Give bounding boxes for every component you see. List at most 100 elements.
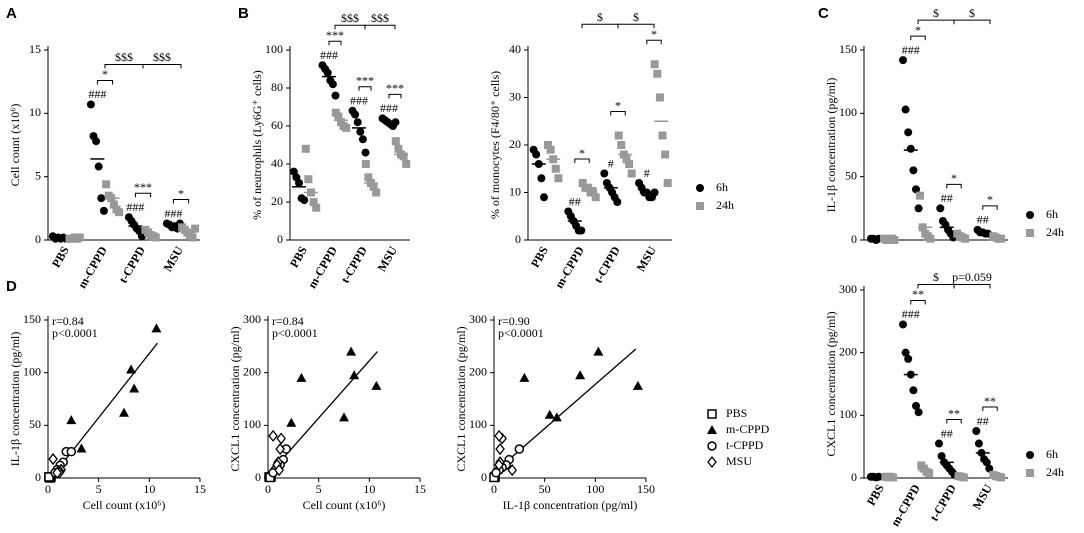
y-tick-label: 15 [29, 42, 41, 56]
legend-label: t-CPPD [726, 438, 764, 452]
y-tick-label: 0 [277, 232, 283, 246]
bracket [946, 183, 962, 189]
point [650, 60, 659, 69]
point [982, 458, 991, 467]
bracket-label: * [651, 27, 657, 41]
point [575, 370, 586, 380]
point [300, 196, 309, 205]
point [554, 174, 563, 183]
y-axis-label: % of monocytes (F4/80⁺ cells) [488, 71, 502, 219]
significance-mark: ## [941, 426, 953, 440]
y-tick-label: 5 [35, 168, 41, 182]
point [126, 364, 137, 374]
x-tick-label: MSU [375, 244, 401, 274]
y-axis-label: CXCL1 concentration (pg/ml) [228, 326, 242, 471]
bracket-label: $ [969, 6, 975, 20]
x-tick-label: t-CPPD [116, 244, 148, 286]
y-tick-label: 10 [29, 105, 41, 119]
x-tick-label: PBS [528, 244, 551, 270]
point [551, 412, 562, 422]
y-tick-label: 20 [509, 137, 521, 151]
point [339, 412, 349, 422]
x-tick-label: 15 [194, 482, 206, 496]
bracket [142, 63, 182, 69]
y-tick-label: 100 [839, 407, 857, 421]
point [974, 439, 983, 448]
point [661, 150, 670, 159]
point [540, 193, 548, 202]
point [617, 141, 626, 149]
x-axis-label: IL-1β concentration (pg/ml) [503, 498, 638, 512]
point [904, 128, 913, 137]
point [899, 56, 907, 65]
point [890, 236, 899, 244]
point [494, 429, 504, 442]
legend-label: 24h [1046, 465, 1064, 479]
y-tick-label: 100 [839, 105, 857, 119]
bracket [134, 192, 152, 198]
point [909, 386, 918, 395]
legend-label: m-CPPD [726, 422, 770, 436]
point [589, 188, 598, 197]
significance-mark: ### [902, 43, 920, 57]
panel-letter: B [238, 5, 249, 22]
y-tick-label: 80 [271, 80, 283, 94]
y-tick-label: 0 [515, 232, 521, 246]
bracket [953, 19, 991, 25]
x-tick-label: 10 [363, 482, 375, 496]
x-tick-label: t-CPPD [927, 482, 959, 524]
x-tick-label: m-CPPD [305, 244, 340, 291]
point [99, 206, 108, 215]
legend-marker [707, 409, 717, 419]
bracket-label: $$$ [115, 50, 133, 64]
point [353, 118, 362, 127]
point [361, 148, 370, 157]
legend-label: 6h [716, 180, 728, 194]
point [399, 152, 408, 161]
bracket-label: * [951, 171, 957, 185]
bracket [328, 40, 342, 46]
y-tick-label: 30 [509, 89, 521, 103]
legend-label: 24h [1046, 225, 1064, 239]
bracket-label: ** [984, 394, 996, 408]
bracket-label: ** [948, 406, 960, 420]
point [328, 80, 337, 89]
bracket [581, 23, 619, 29]
point [334, 112, 343, 121]
y-tick-label: 0 [35, 470, 41, 484]
point [914, 204, 923, 213]
point [48, 452, 58, 466]
point [304, 175, 313, 184]
bracket-label: * [579, 146, 585, 160]
point [507, 464, 518, 477]
point [972, 427, 981, 435]
point [514, 444, 525, 454]
point [371, 380, 382, 390]
bracket-label: * [987, 193, 993, 207]
stat-label: p<0.0001 [498, 326, 544, 340]
y-axis-label: CXCL1 concentration (pg/ml) [824, 311, 838, 456]
point [361, 160, 370, 168]
point [653, 69, 662, 78]
point [372, 188, 381, 197]
point [86, 100, 95, 109]
y-tick-label: 200 [243, 364, 261, 378]
y-axis-label: IL-1β concentration (pg/ml) [824, 78, 838, 213]
significance-mark: ### [380, 101, 398, 115]
point [937, 452, 946, 461]
y-tick-label: 150 [839, 42, 857, 56]
legend-label: MSU [726, 454, 752, 468]
point [151, 323, 162, 333]
x-tick-label: 5 [316, 482, 322, 496]
x-tick-label: m-CPPD [888, 482, 923, 529]
bracket [917, 19, 955, 25]
legend-marker [696, 184, 704, 192]
point [904, 354, 913, 363]
panel-letter: A [6, 5, 17, 22]
y-tick-label: 0 [255, 470, 261, 484]
point [577, 226, 586, 235]
point [342, 123, 351, 132]
point [323, 68, 332, 77]
significance-mark: ## [977, 213, 989, 227]
